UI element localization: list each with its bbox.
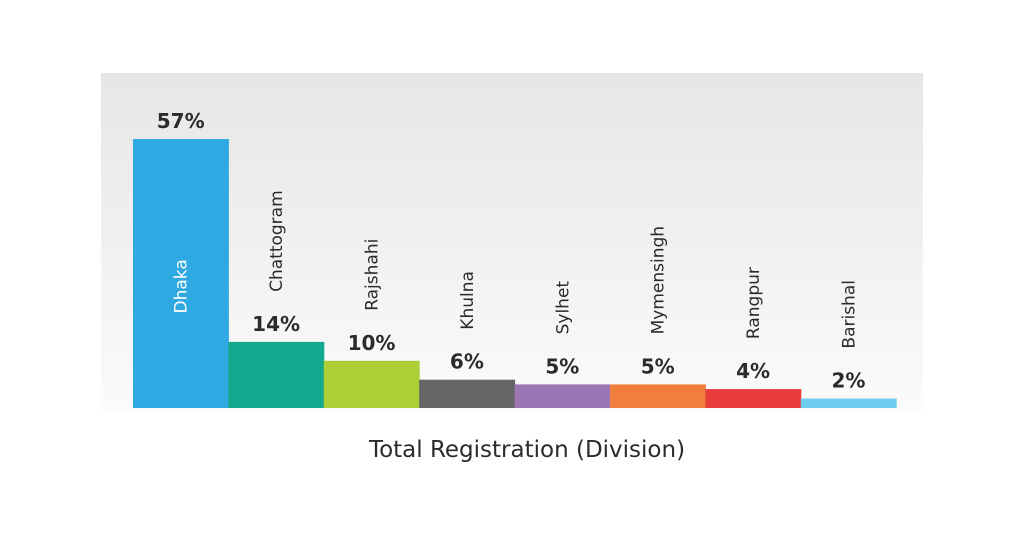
bar-rajshahi bbox=[323, 360, 420, 408]
value-label-rangpur: 4% bbox=[736, 359, 770, 383]
value-label-chattogram: 14% bbox=[252, 312, 300, 336]
category-label-chattogram: Chattogram bbox=[267, 190, 287, 292]
bar-barishal bbox=[800, 398, 897, 408]
bars-layer: 57% Dhaka 14% Chattogram 10% Rajshahi 6% Khulna… bbox=[133, 109, 897, 408]
category-label-dhaka: Dhaka bbox=[172, 259, 192, 313]
category-label-rajshahi: Rajshahi bbox=[363, 239, 383, 311]
value-label-barishal: 2% bbox=[832, 369, 866, 393]
bar-dhaka bbox=[133, 139, 229, 408]
category-label-sylhet: Sylhet bbox=[553, 281, 573, 335]
category-label-rangpur: Rangpur bbox=[744, 267, 764, 339]
bar-khulna bbox=[419, 379, 516, 408]
x-axis-label: Total Registration (Division) bbox=[368, 437, 685, 463]
value-label-rajshahi: 10% bbox=[348, 331, 396, 355]
value-label-sylhet: 5% bbox=[545, 354, 579, 378]
bar-mymensingh bbox=[610, 384, 706, 408]
category-label-mymensingh: Mymensingh bbox=[649, 226, 669, 334]
value-label-mymensingh: 5% bbox=[641, 354, 675, 378]
category-label-barishal: Barishal bbox=[840, 280, 860, 349]
bar-chattogram bbox=[228, 341, 325, 408]
category-label-khulna: Khulna bbox=[458, 271, 478, 330]
value-label-khulna: 6% bbox=[450, 350, 484, 374]
bar-rangpur bbox=[705, 389, 802, 408]
bar-sylhet bbox=[514, 384, 611, 408]
value-label-dhaka: 57% bbox=[157, 109, 205, 133]
